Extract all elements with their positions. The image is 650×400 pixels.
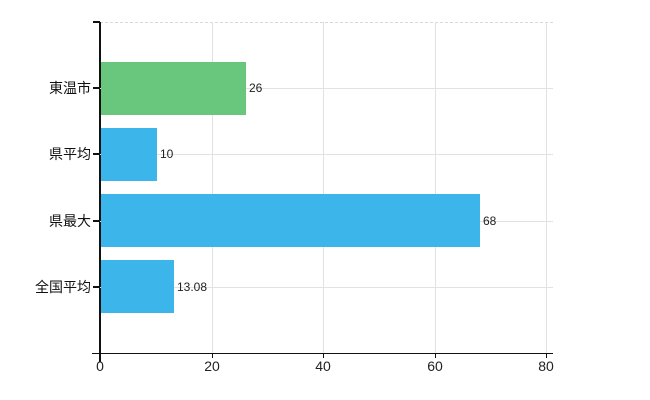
bar-2[interactable] [101, 128, 157, 181]
x-tick-label: 80 [538, 358, 554, 374]
h-gridline [100, 154, 553, 155]
x-axis-tick [546, 353, 547, 358]
bar-value-label: 13.08 [177, 280, 208, 294]
x-axis-tick [212, 353, 213, 358]
y-axis-tick [93, 220, 100, 222]
v-gridline [546, 22, 547, 353]
bar-value-label: 10 [160, 147, 174, 161]
bar-1[interactable] [101, 62, 246, 115]
category-label: 県最大 [49, 213, 91, 229]
v-gridline [211, 22, 213, 353]
h-gridline [100, 88, 553, 89]
category-label: 東温市 [49, 80, 91, 96]
x-tick-label: 60 [427, 358, 443, 374]
x-tick-label: 40 [315, 358, 331, 374]
bar-4[interactable] [101, 260, 174, 313]
category-label: 県平均 [49, 146, 91, 162]
v-gridline [434, 22, 436, 353]
x-axis-line [92, 353, 553, 354]
y-axis-line [99, 22, 101, 362]
bar-value-label: 26 [249, 81, 263, 95]
y-axis-tick [93, 286, 100, 288]
y-axis-top-tick [93, 21, 100, 23]
x-tick-label: 0 [96, 358, 104, 374]
x-tick-label: 20 [204, 358, 220, 374]
plot-area [100, 22, 553, 354]
x-axis-tick [435, 353, 436, 358]
h-gridline [100, 287, 553, 288]
y-axis-tick [93, 87, 100, 89]
bar-3[interactable] [101, 194, 480, 247]
bar-value-label: 68 [483, 214, 497, 228]
v-gridline [323, 22, 324, 353]
y-axis-tick [93, 153, 100, 155]
x-axis-tick [323, 353, 324, 358]
category-label: 全国平均 [35, 279, 91, 295]
